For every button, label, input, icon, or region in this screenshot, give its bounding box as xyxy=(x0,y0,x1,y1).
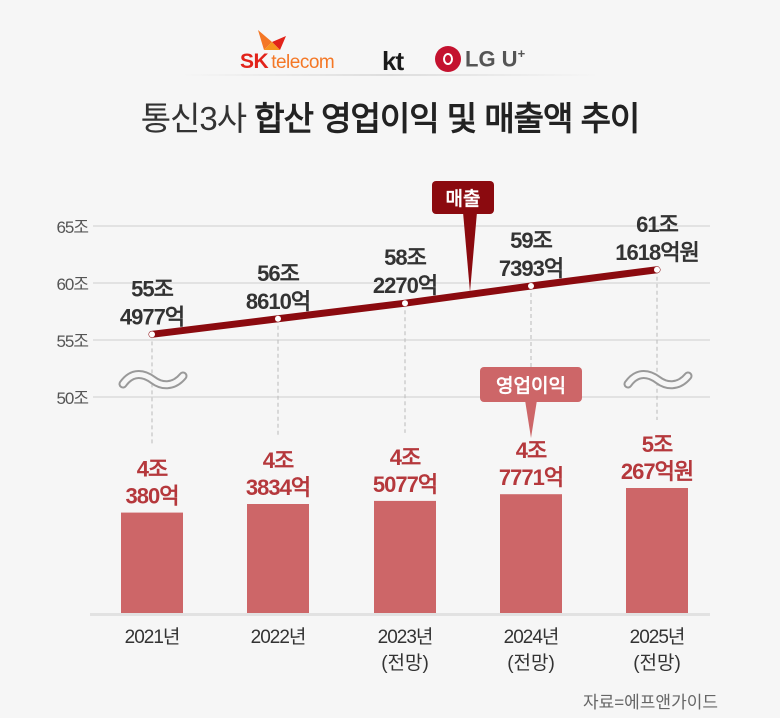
logo-divider xyxy=(180,74,600,76)
x-tick-label: 2021년 xyxy=(125,626,180,648)
profit-callout-label: 영업이익 xyxy=(496,375,566,397)
profit-label-trillion: 4조 xyxy=(263,448,294,473)
profit-label-trillion: 4조 xyxy=(390,445,421,470)
revenue-label-trillion: 56조 xyxy=(257,261,299,286)
revenue-label-billion: 2270억 xyxy=(373,273,437,298)
sk-text: SK xyxy=(240,50,269,73)
profit-label-billion: 380억 xyxy=(126,484,179,509)
revenue-point xyxy=(528,282,534,289)
lg-text: LG U xyxy=(465,46,518,72)
baseline xyxy=(90,613,710,616)
lg-uplus-logo: LG U+ xyxy=(435,45,526,74)
y-tick-label: 60조 xyxy=(56,275,88,294)
profit-callout-box xyxy=(480,367,582,402)
x-tick-label: 2023년 xyxy=(378,626,433,648)
profit-label-billion: 267억원 xyxy=(621,459,693,484)
source-note: 자료=에프앤가이드 xyxy=(582,693,718,712)
x-tick-note: (전망) xyxy=(507,652,555,674)
x-tick-note: (전망) xyxy=(633,652,681,674)
revenue-point xyxy=(402,300,408,307)
revenue-point xyxy=(275,315,281,322)
profit-bar xyxy=(626,488,688,613)
revenue-label-billion: 7393억 xyxy=(499,256,563,281)
axis-break-icon-inner xyxy=(120,372,186,388)
x-tick-note: (전망) xyxy=(381,652,429,674)
profit-label-billion: 3834억 xyxy=(246,475,310,500)
title-bold: 합산 영업이익 및 매출액 추이 xyxy=(254,100,640,137)
revenue-point xyxy=(654,266,660,273)
x-tick-label: 2024년 xyxy=(504,626,559,648)
profit-label-billion: 5077억 xyxy=(373,472,437,497)
profit-label-trillion: 4조 xyxy=(516,438,547,463)
revenue-point xyxy=(149,331,155,338)
y-tick-label: 55조 xyxy=(56,332,88,351)
revenue-label-trillion: 59조 xyxy=(510,228,552,253)
profit-label-billion: 7771억 xyxy=(499,465,563,490)
profit-bar xyxy=(121,512,183,613)
revenue-label-billion: 4977억 xyxy=(120,304,184,329)
x-tick-label: 2022년 xyxy=(251,626,306,648)
lg-face-icon xyxy=(435,45,461,72)
page-title: 통신3사 합산 영업이익 및 매출액 추이 xyxy=(0,92,780,140)
lg-plus-text: + xyxy=(517,46,526,61)
revenue-label-trillion: 55조 xyxy=(131,276,173,301)
revenue-label-trillion: 58조 xyxy=(384,245,426,270)
profit-bar xyxy=(374,500,436,613)
revenue-label-billion: 1618억원 xyxy=(615,240,698,265)
revenue-callout-pointer xyxy=(463,212,477,292)
revenue-label-trillion: 61조 xyxy=(636,212,678,237)
profit-bar xyxy=(500,494,562,613)
title-light: 통신3사 xyxy=(140,100,247,137)
profit-label-trillion: 4조 xyxy=(137,457,168,482)
sk-telecom-logo: SK telecom xyxy=(240,30,335,74)
profit-label-trillion: 5조 xyxy=(642,432,673,457)
kt-logo: kt xyxy=(382,46,404,76)
axis-break-icon-inner xyxy=(625,372,691,388)
telecom-text: telecom xyxy=(271,52,335,73)
telecom-logos: SK telecom kt LG U+ xyxy=(0,22,780,78)
x-tick-label: 2025년 xyxy=(630,626,685,648)
sk-butterfly-icon xyxy=(258,30,286,50)
revenue-callout-box xyxy=(432,181,494,214)
profit-callout-pointer xyxy=(525,400,537,438)
y-tick-label: 50조 xyxy=(56,389,88,408)
revenue-callout-label: 매출 xyxy=(446,188,481,210)
profit-bar xyxy=(247,503,309,613)
y-tick-label: 65조 xyxy=(56,218,88,237)
revenue-label-billion: 8610억 xyxy=(246,289,310,314)
